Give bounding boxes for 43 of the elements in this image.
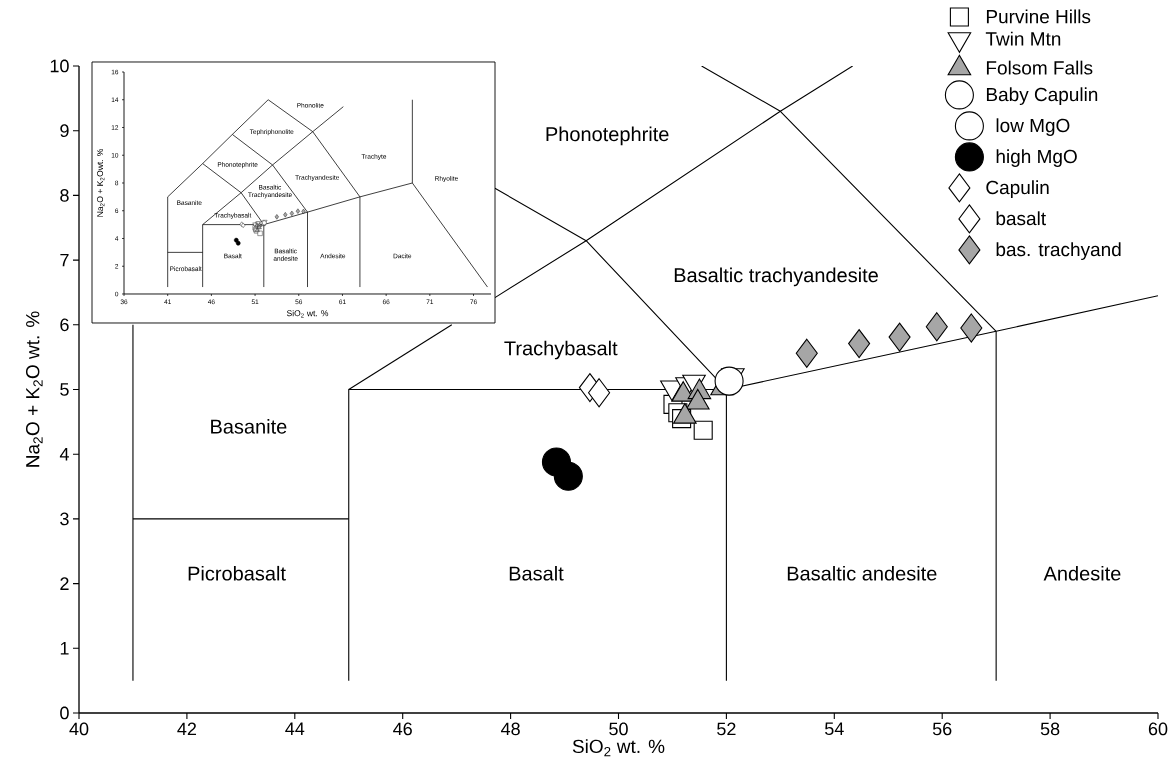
x-tick-label: 48 (501, 722, 520, 736)
annotation: Picrobasalt (188, 565, 286, 581)
x-tick-label: 42 (177, 722, 197, 736)
legend-label: Twin Mtn (985, 31, 1061, 46)
y-tick-label: 0 (60, 706, 69, 720)
legend-label: Folsom Falls (986, 60, 1093, 75)
y-tick-label: 2 (60, 577, 69, 590)
annotation: Trachybasalt (504, 340, 618, 360)
annotation: Basanite (211, 419, 287, 434)
x-tick-label: 56 (932, 722, 952, 736)
x-axis-title: SiO$_{2}$ wt. % (572, 739, 665, 757)
annotation: Basalt (509, 565, 564, 581)
x-tick-label: 60 (1148, 722, 1168, 736)
annotation: Basaltic andesite (787, 565, 937, 581)
x-tick-label: 44 (285, 722, 305, 735)
y-tick-label: 4 (59, 448, 69, 461)
y-tick-label: 5 (60, 383, 69, 396)
y-tick-label: 3 (60, 512, 69, 526)
x-tick-label: 50 (609, 722, 628, 736)
y-tick-label: 10 (50, 59, 69, 73)
legend-label: Capulin (986, 180, 1049, 198)
legend-label: Purvine Hills (986, 9, 1091, 24)
legend-label: bas. trachyand (996, 242, 1121, 260)
x-axis-title: SiO$_{2}$ wt. % (286, 309, 329, 318)
y-tick-label: 1 (60, 642, 69, 655)
y-tick-label: 8 (60, 189, 69, 202)
y-tick-label: 7 (60, 253, 69, 267)
x-tick-label: 52 (717, 722, 736, 736)
y-axis-title: Na$_{2}$O + K$_{2}$O wt. % (25, 311, 43, 467)
annotation: Basaltic trachyandesite (674, 267, 878, 287)
x-tick-label: 40 (69, 722, 89, 736)
x-tick-label: 58 (1040, 722, 1060, 736)
legend-label: Baby Capulin (986, 87, 1098, 105)
y-tick-label: 6 (60, 318, 69, 332)
annotation: Phonotephrite (546, 126, 669, 146)
x-tick-label: 46 (393, 722, 412, 736)
legend-label: basalt (996, 211, 1046, 226)
annotation: Andesite (1043, 565, 1121, 581)
y-tick-label: 9 (60, 124, 69, 138)
x-tick-label: 54 (825, 722, 844, 736)
y-axis-title: Na$_{2}$O + K$_{2}$Owt. % (97, 148, 105, 217)
legend-label: low MgO (996, 118, 1070, 136)
legend-label: high MgO (996, 149, 1077, 167)
